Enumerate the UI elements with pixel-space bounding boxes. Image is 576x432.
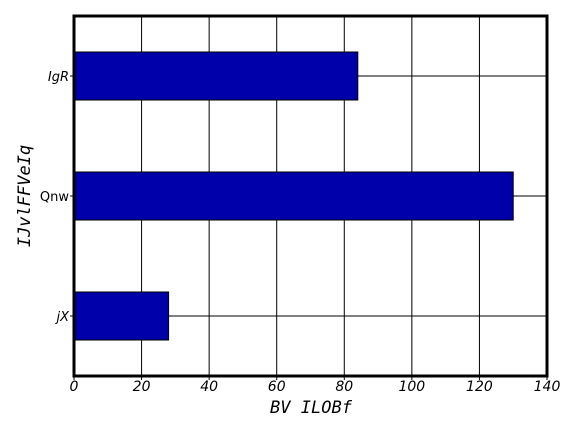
bars [73, 51, 514, 341]
bar-Qnw [73, 171, 514, 221]
y-tick-label: IgR [48, 70, 69, 85]
y-tick-label: jX [54, 310, 70, 325]
x-tick-label: 120 [466, 379, 493, 395]
x-tick-label: 100 [398, 379, 425, 395]
x-tick-label: 140 [534, 379, 561, 395]
y-axis-title: IJvlFFVeIq [15, 145, 35, 247]
y-tick-label: Qnw [40, 190, 69, 205]
x-tick-label: 40 [200, 379, 218, 395]
bar-IgR [73, 51, 359, 101]
x-tick-label: 80 [335, 379, 353, 395]
x-tick-label: 60 [268, 379, 286, 395]
x-tick-labels: 0 20 40 60 80 100 120 140 [70, 376, 561, 395]
y-tick-labels: IgR Qnw jX [40, 70, 74, 325]
x-tick-label: 0 [70, 379, 79, 395]
x-axis-title: BV ILOBf [270, 398, 353, 418]
bar-jX [73, 291, 170, 341]
x-tick-label: 20 [133, 379, 151, 395]
